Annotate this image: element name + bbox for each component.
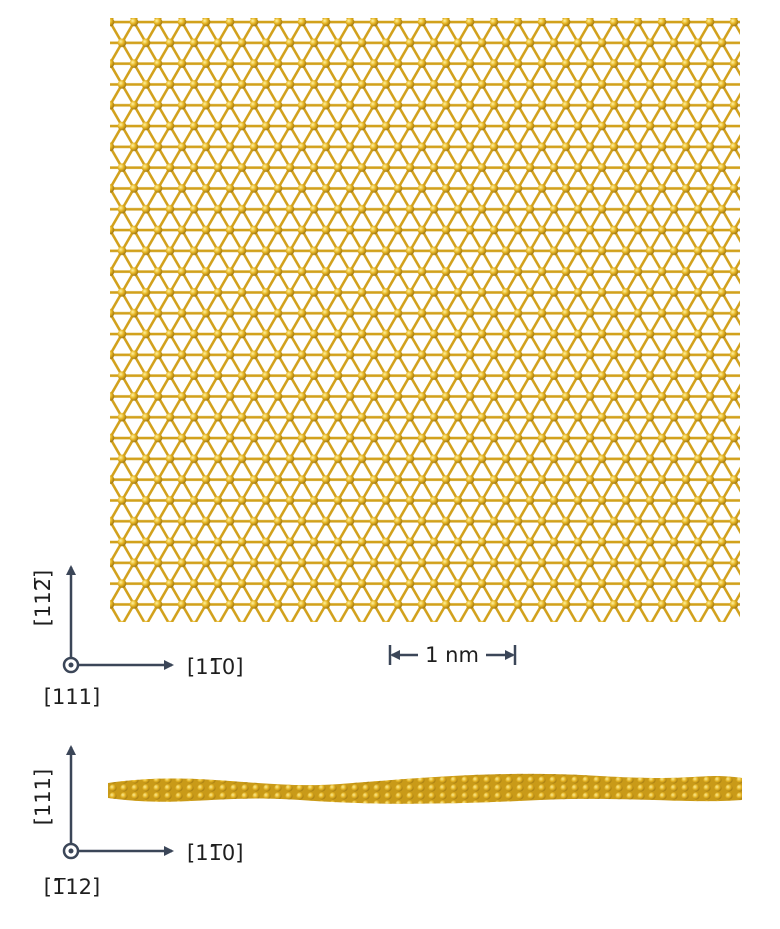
scale-bar: 1 nm (388, 643, 517, 667)
lattice-side-view (108, 773, 742, 804)
scale-bar-label: 1 nm (425, 643, 479, 667)
lattice-top-view (110, 18, 740, 622)
axis-label-horizontal: [11̅0] (187, 655, 243, 679)
top-axes: [112̅] [11̅0] [111] (31, 565, 243, 709)
axis-label-out-of-plane: [111] (44, 685, 100, 709)
axis-label-vertical: [111] (31, 769, 55, 825)
axis-label-out-of-plane: [1̅12] (44, 875, 100, 899)
side-axes: [111] [11̅0] [1̅12] (31, 745, 243, 899)
axis-label-vertical: [112̅] (31, 570, 55, 626)
axis-label-horizontal: [11̅0] (187, 841, 243, 865)
